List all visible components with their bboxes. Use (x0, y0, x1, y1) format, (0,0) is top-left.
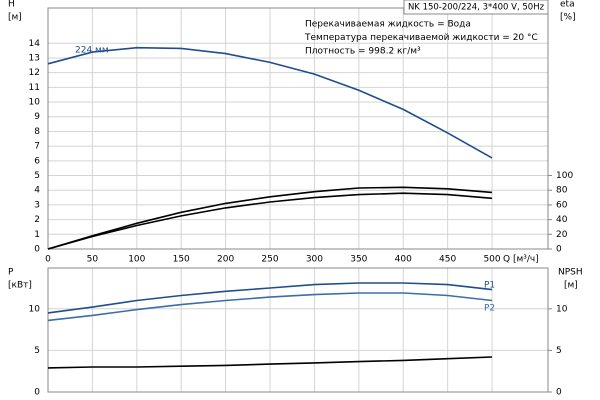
y-tick-label: 0 (34, 388, 40, 398)
y-tick-label: 11 (29, 83, 40, 93)
y-axis-label: [кВт] (8, 281, 32, 291)
y2-tick-label: 80 (556, 186, 568, 196)
y2-axis-label: [%] (560, 13, 576, 23)
x-tick-label: 50 (87, 255, 99, 265)
y2-tick-label: 10 (556, 304, 568, 314)
plot-frame (47, 267, 549, 393)
y-tick-label: 10 (29, 98, 41, 108)
y2-tick-label: 0 (556, 245, 562, 255)
x-tick-label: 300 (306, 255, 323, 265)
curve (47, 282, 493, 314)
y2-axis-label: [м] (564, 281, 578, 291)
x-tick-label: 500 (483, 255, 500, 265)
y-axis-label: P (8, 268, 14, 278)
curve (47, 356, 493, 369)
series-label: P1 (484, 281, 495, 291)
y-tick-label: 14 (29, 39, 41, 49)
y-tick-label: 10 (29, 304, 41, 314)
curve (47, 46, 493, 159)
x-tick-label: 150 (173, 255, 190, 265)
plot-frame (47, 7, 549, 250)
x-tick-label: 400 (395, 255, 412, 265)
curve (47, 292, 493, 322)
y2-tick-label: 60 (556, 200, 568, 210)
y2-tick-label: 20 (556, 230, 568, 240)
y-tick-label: 6 (34, 156, 40, 166)
annotation: Перекачиваемая жидкость = Вода (305, 20, 471, 30)
x-tick-label: 100 (128, 255, 145, 265)
x-tick-label: 450 (439, 255, 456, 265)
y2-axis-label: eta (560, 0, 575, 10)
x-axis-label: Q [м³/ч] (503, 255, 539, 265)
curve (47, 186, 493, 250)
y2-tick-label: 5 (556, 346, 562, 356)
y2-tick-label: 0 (556, 388, 562, 398)
y-tick-label: 1 (34, 230, 40, 240)
chart-title: NK 150-200/224, 3*400 V, 50Hz (408, 3, 545, 13)
y-tick-label: 7 (34, 142, 40, 152)
x-tick-label: 200 (217, 255, 234, 265)
y-tick-label: 5 (34, 346, 40, 356)
title-box (403, 0, 549, 15)
y-tick-label: 2 (34, 215, 40, 225)
y-axis-label: [м] (8, 13, 22, 23)
series-label: 224 мм (75, 46, 109, 56)
annotation: Плотность = 998.2 кг/м³ (305, 47, 421, 57)
x-tick-label: 0 (45, 255, 51, 265)
curve (47, 192, 493, 250)
y-tick-label: 9 (34, 112, 40, 122)
y-tick-label: 5 (34, 171, 40, 181)
annotation: Температура перекачиваемой жидкости = 20… (304, 33, 538, 43)
y2-tick-label: 100 (556, 171, 573, 181)
y2-tick-label: 40 (556, 215, 568, 225)
y2-axis-label: NPSH (558, 268, 583, 278)
y-tick-label: 4 (34, 186, 40, 196)
y-tick-label: 13 (29, 53, 40, 63)
y-tick-label: 12 (29, 68, 40, 78)
y-tick-label: 0 (34, 245, 40, 255)
series-label: P2 (484, 304, 495, 314)
y-axis-label: H (8, 0, 15, 10)
y-tick-label: 3 (34, 200, 40, 210)
x-tick-label: 250 (261, 255, 278, 265)
x-tick-label: 350 (350, 255, 367, 265)
y-tick-label: 8 (34, 127, 40, 137)
